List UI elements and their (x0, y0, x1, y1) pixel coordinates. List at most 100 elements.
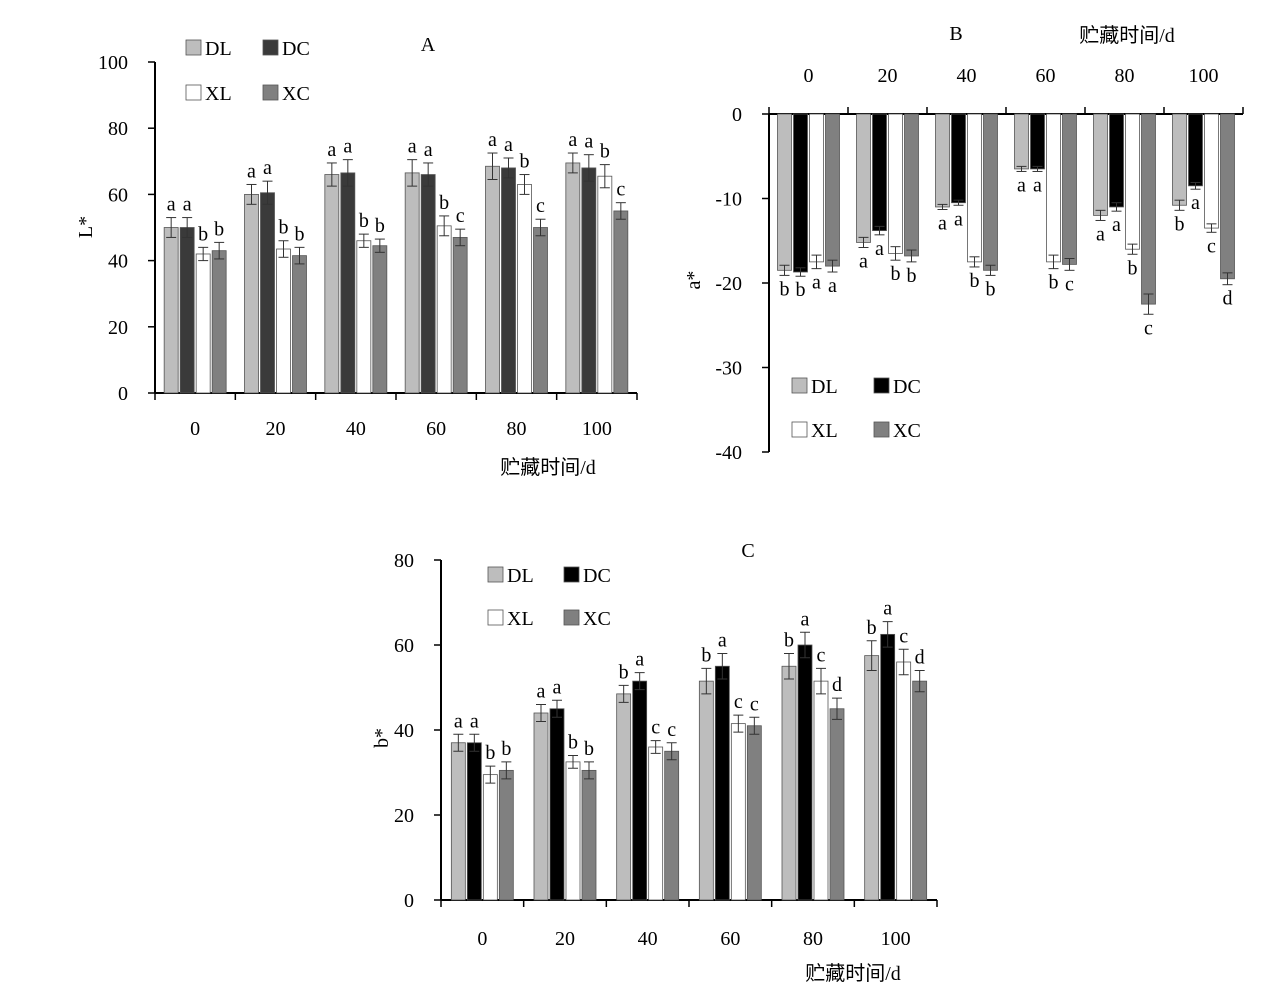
y-tick-label: 40 (108, 251, 128, 273)
bar-dl (616, 693, 632, 901)
bar-dl (404, 172, 420, 394)
significance-letter: a (183, 194, 192, 216)
significance-letter: a (1017, 174, 1026, 196)
bar-dc (951, 113, 966, 204)
significance-letter: a (568, 129, 577, 151)
legend-label: DC (583, 565, 611, 587)
x-tick-label: 20 (266, 418, 286, 440)
y-tick-label: 80 (108, 118, 128, 140)
significance-letter: c (1144, 317, 1153, 339)
bar-dl (935, 113, 950, 208)
significance-letter: c (651, 717, 660, 739)
significance-letter: a (954, 208, 963, 230)
legend-label: XC (893, 420, 921, 442)
y-tick-label: 0 (404, 890, 414, 912)
significance-letter: b (439, 192, 449, 214)
bar-dc (466, 742, 482, 901)
significance-letter: a (801, 608, 810, 630)
significance-letter: b (891, 263, 901, 285)
significance-letter: d (832, 674, 842, 696)
significance-letter: a (1112, 214, 1121, 236)
bar-xl (896, 661, 912, 901)
y-axis-title: b* (371, 728, 393, 748)
significance-letter: a (875, 238, 884, 260)
bar-xc (1062, 113, 1077, 265)
bar-dc (340, 172, 356, 394)
significance-letter: b (501, 738, 511, 760)
bar-xc (498, 769, 514, 901)
legend-swatch-xl (791, 421, 808, 438)
bar-dl (1172, 113, 1187, 206)
chart-title: A (421, 34, 436, 56)
x-tick-label: 20 (878, 65, 898, 87)
y-tick-label: 0 (732, 104, 742, 126)
significance-letter: b (198, 223, 208, 245)
y-tick-label: -30 (715, 358, 742, 380)
legend-swatch-dc (873, 377, 890, 394)
significance-letter: b (520, 151, 530, 173)
legend-label: XC (583, 608, 611, 630)
legend-swatch-xl (185, 84, 202, 101)
significance-letter: a (424, 139, 433, 161)
significance-letter: a (635, 649, 644, 671)
significance-letter: a (263, 157, 272, 179)
x-tick-label: 40 (346, 418, 366, 440)
significance-letter: a (883, 598, 892, 620)
significance-letter: b (1175, 213, 1185, 235)
significance-letter: a (343, 136, 352, 158)
significance-letter: b (867, 617, 877, 639)
bar-xl (809, 113, 824, 263)
significance-letter: a (1033, 174, 1042, 196)
significance-letter: b (359, 210, 369, 232)
x-tick-label: 80 (803, 928, 823, 950)
significance-letter: b (970, 270, 980, 292)
x-axis-title: 贮藏时间/d (500, 456, 596, 479)
x-axis-title: 贮藏时间/d (1079, 24, 1175, 47)
y-tick-label: 60 (108, 184, 128, 206)
bar-xc (292, 255, 307, 394)
significance-letter: b (796, 279, 806, 301)
significance-letter: b (1049, 272, 1059, 294)
significance-letter: c (1065, 273, 1074, 295)
bar-dc (872, 113, 887, 232)
y-tick-label: 20 (394, 805, 414, 827)
bar-dl (533, 712, 549, 901)
bar-xl (1204, 113, 1219, 229)
bar-dc (549, 708, 565, 901)
bar-dc (632, 680, 648, 901)
bar-dc (714, 665, 730, 901)
bar-xl (597, 175, 613, 394)
significance-letter: a (1191, 192, 1200, 214)
bar-dc (581, 167, 597, 394)
significance-letter: c (616, 179, 625, 201)
significance-letter: d (1223, 288, 1233, 310)
significance-letter: b (619, 661, 629, 683)
legend-label: XC (282, 83, 310, 105)
chart-title: C (741, 540, 754, 562)
bar-xl (888, 113, 903, 254)
legend-swatch-dl (791, 377, 808, 394)
bar-xl (482, 774, 498, 901)
bar-xc (1141, 113, 1156, 305)
significance-letter: a (1096, 223, 1105, 245)
significance-letter: b (1128, 257, 1138, 279)
bar-dl (244, 193, 259, 394)
significance-letter: c (750, 693, 759, 715)
x-tick-label: 100 (1189, 65, 1219, 87)
x-tick-label: 0 (477, 928, 487, 950)
significance-letter: c (734, 691, 743, 713)
legend-swatch-dl (487, 566, 504, 583)
x-tick-label: 40 (957, 65, 977, 87)
significance-letter: b (780, 278, 790, 300)
x-tick-label: 20 (555, 928, 575, 950)
bar-xc (1220, 113, 1235, 280)
significance-letter: c (536, 195, 545, 217)
y-axis-title: a* (683, 271, 705, 290)
significance-letter: a (408, 136, 417, 158)
bar-dl (565, 162, 581, 394)
legend-swatch-xc (262, 84, 279, 101)
bar-dl (698, 680, 714, 901)
legend-swatch-xc (873, 421, 890, 438)
significance-letter: b (214, 218, 224, 240)
